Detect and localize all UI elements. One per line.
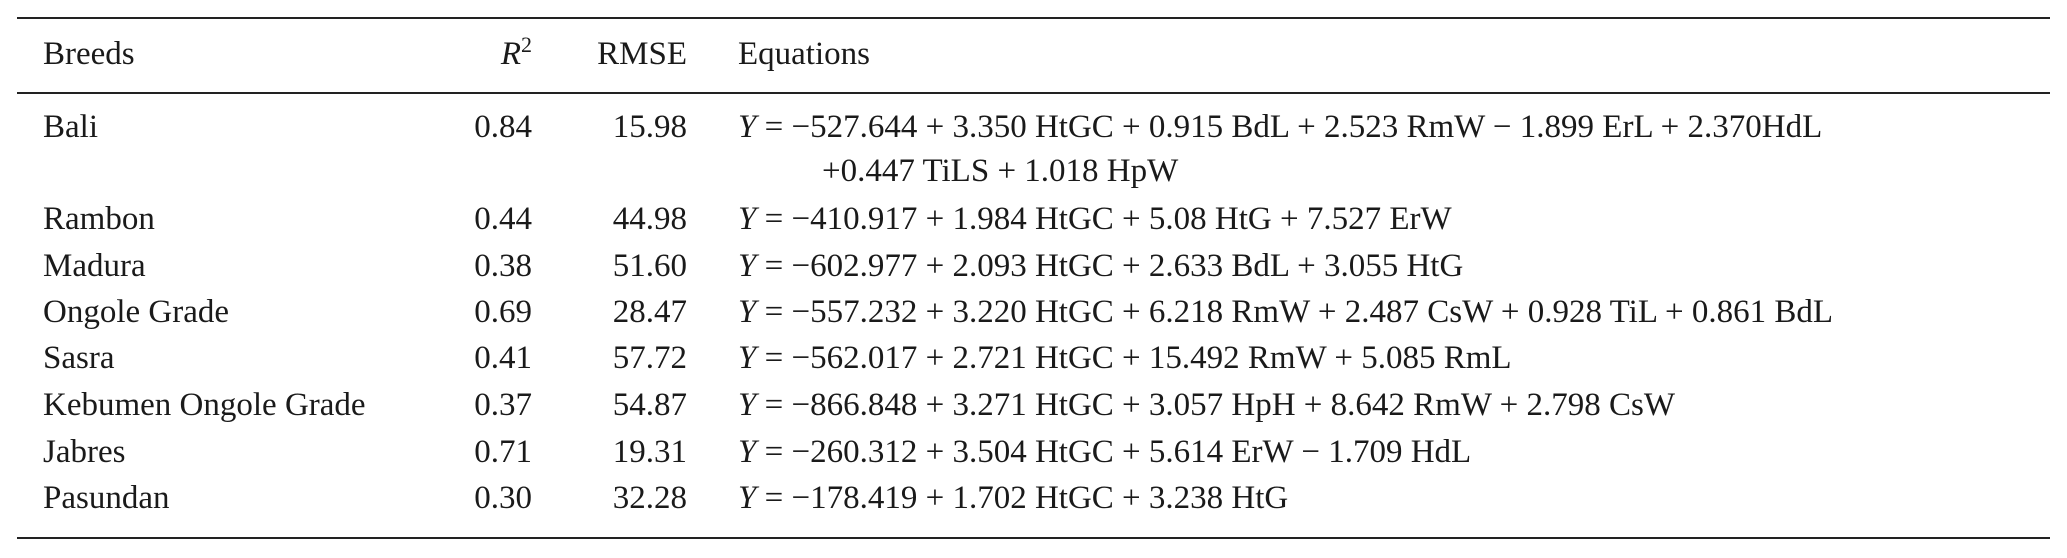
r2-cell: 0.37 (474, 387, 532, 423)
header-cell: Equations (738, 36, 870, 72)
breed-cell: Rambon (43, 201, 155, 237)
rmse-cell: 51.60 (612, 248, 687, 284)
equation-lhs: Y (738, 480, 757, 516)
equation-cell: Y = −602.977 + 2.093 HtGC + 2.633 BdL + … (738, 246, 1463, 286)
r2-cell: 0.38 (474, 248, 532, 284)
equation-cell: Y = −557.232 + 3.220 HtGC + 6.218 RmW + … (738, 292, 1833, 332)
rmse-cell: 57.72 (612, 340, 687, 376)
r2-cell: 0.71 (474, 434, 532, 470)
rmse-cell: 28.47 (612, 294, 687, 330)
header-rule (17, 92, 2050, 94)
equation-rhs: = −260.312 + 3.504 HtGC + 5.614 ErW − 1.… (764, 434, 1472, 470)
equation-rhs: = −178.419 + 1.702 HtGC + 3.238 HtG (764, 480, 1289, 516)
breed-cell: Madura (43, 248, 146, 284)
breed-cell: Sasra (43, 340, 115, 376)
header-cell: Breeds (43, 36, 135, 72)
breed-cell: Pasundan (43, 480, 170, 516)
equation-lhs: Y (738, 201, 757, 237)
equation-cell: Y = −866.848 + 3.271 HtGC + 3.057 HpH + … (738, 385, 1675, 425)
header-superscript: 2 (521, 32, 532, 57)
breed-cell: Kebumen Ongole Grade (43, 387, 366, 423)
equation-lhs: Y (738, 109, 757, 145)
r2-cell: 0.41 (474, 340, 532, 376)
equation-continuation: +0.447 TiLS + 1.018 HpW (822, 153, 1179, 189)
bottom-rule (17, 537, 2050, 539)
equation-cell: Y = −527.644 + 3.350 HtGC + 0.915 BdL + … (738, 107, 1822, 147)
breed-cell: Jabres (43, 434, 126, 470)
rmse-cell: 32.28 (612, 480, 687, 516)
rmse-cell: 19.31 (612, 434, 687, 470)
equation-lhs: Y (738, 434, 757, 470)
header-text: R (500, 36, 521, 72)
r2-cell: 0.69 (474, 294, 532, 330)
equation-rhs: = −557.232 + 3.220 HtGC + 6.218 RmW + 2.… (764, 294, 1834, 330)
r2-cell: 0.30 (474, 480, 532, 516)
breed-cell: Bali (43, 109, 98, 145)
equation-lhs: Y (738, 248, 757, 284)
equation-rhs: = −410.917 + 1.984 HtGC + 5.08 HtG + 7.5… (764, 201, 1452, 237)
top-rule (17, 17, 2050, 19)
r2-cell: 0.44 (474, 201, 532, 237)
breed-cell: Ongole Grade (43, 294, 230, 330)
equation-rhs: = −527.644 + 3.350 HtGC + 0.915 BdL + 2.… (764, 109, 1823, 145)
rmse-cell: 44.98 (612, 201, 687, 237)
equation-cell: Y = −410.917 + 1.984 HtGC + 5.08 HtG + 7… (738, 199, 1452, 239)
header-cell: R2 (501, 34, 532, 74)
equation-rhs: = −562.017 + 2.721 HtGC + 15.492 RmW + 5… (764, 340, 1512, 376)
header-cell: RMSE (597, 36, 687, 72)
equation-cell: Y = −178.419 + 1.702 HtGC + 3.238 HtG (738, 478, 1288, 518)
equation-lhs: Y (738, 387, 757, 423)
rmse-cell: 15.98 (612, 109, 687, 145)
equation-cell: Y = −562.017 + 2.721 HtGC + 15.492 RmW +… (738, 338, 1512, 378)
rmse-cell: 54.87 (612, 387, 687, 423)
equation-lhs: Y (738, 340, 757, 376)
equation-cell: Y = −260.312 + 3.504 HtGC + 5.614 ErW − … (738, 432, 1471, 472)
equation-rhs: = −866.848 + 3.271 HtGC + 3.057 HpH + 8.… (764, 387, 1676, 423)
equation-rhs: = −602.977 + 2.093 HtGC + 2.633 BdL + 3.… (764, 248, 1464, 284)
r2-cell: 0.84 (474, 109, 532, 145)
equation-lhs: Y (738, 294, 757, 330)
